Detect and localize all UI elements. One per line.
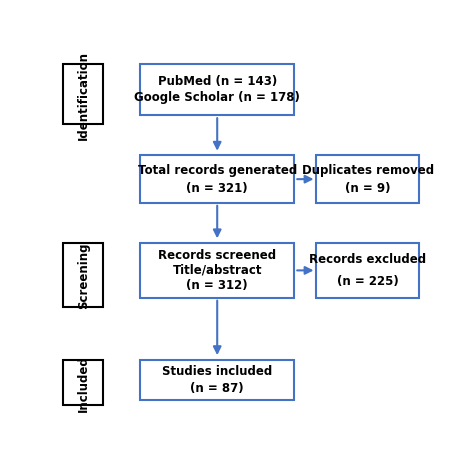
FancyBboxPatch shape — [63, 360, 103, 405]
FancyBboxPatch shape — [63, 64, 103, 124]
Text: Records screened: Records screened — [158, 248, 276, 262]
FancyBboxPatch shape — [140, 155, 294, 203]
FancyBboxPatch shape — [140, 360, 294, 400]
Text: (n = 87): (n = 87) — [191, 382, 244, 394]
FancyBboxPatch shape — [63, 243, 103, 307]
Text: Identification: Identification — [77, 51, 90, 140]
Text: Google Scholar (n = 178): Google Scholar (n = 178) — [134, 91, 300, 104]
Text: Title/abstract: Title/abstract — [173, 264, 262, 277]
FancyBboxPatch shape — [140, 243, 294, 298]
Text: Screening: Screening — [77, 243, 90, 309]
Text: (n = 225): (n = 225) — [337, 275, 399, 288]
Text: (n = 312): (n = 312) — [186, 279, 248, 292]
Text: Included: Included — [77, 355, 90, 412]
Text: (n = 321): (n = 321) — [186, 182, 248, 195]
Text: Studies included: Studies included — [162, 365, 273, 378]
Text: Records excluded: Records excluded — [309, 253, 427, 266]
Text: PubMed (n = 143): PubMed (n = 143) — [157, 75, 277, 88]
Text: Duplicates removed: Duplicates removed — [302, 164, 434, 176]
FancyBboxPatch shape — [316, 243, 419, 298]
FancyBboxPatch shape — [140, 64, 294, 115]
FancyBboxPatch shape — [316, 155, 419, 203]
Text: Total records generated: Total records generated — [137, 164, 297, 176]
Text: (n = 9): (n = 9) — [345, 182, 391, 195]
